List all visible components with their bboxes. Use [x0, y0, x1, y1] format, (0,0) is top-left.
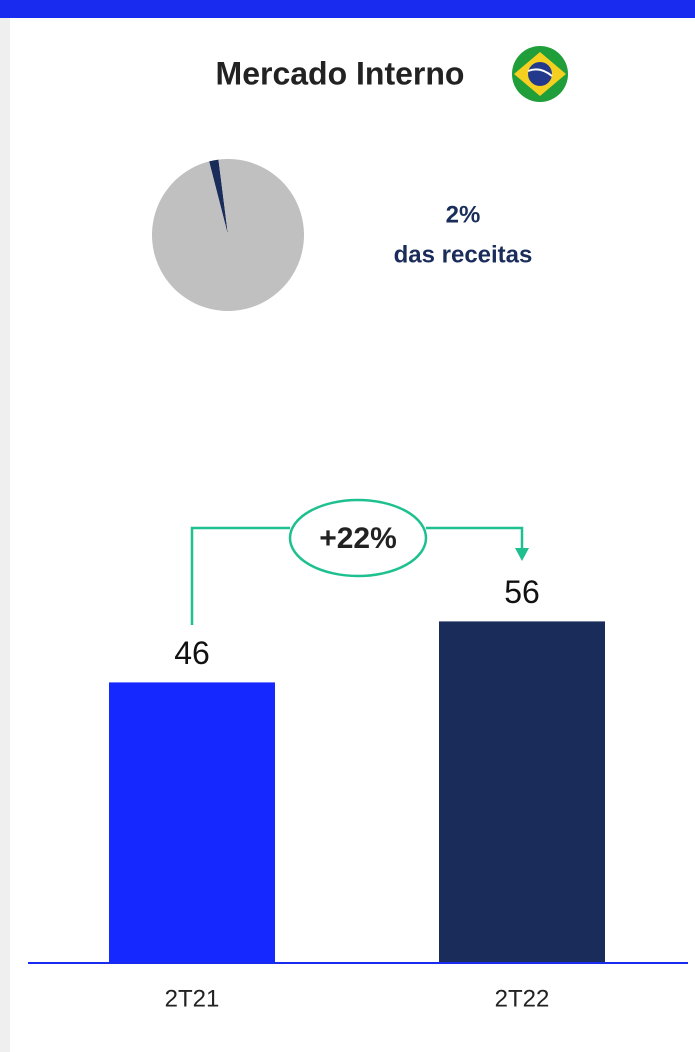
bar	[109, 682, 275, 963]
bar-value-label: 56	[504, 574, 540, 610]
pie-slice	[151, 159, 304, 311]
top-bar	[0, 0, 695, 18]
title: Mercado Interno	[216, 55, 465, 91]
bar	[439, 621, 605, 963]
growth-label: +22%	[319, 522, 397, 555]
pie-value-label: 2%	[446, 201, 481, 228]
pie-annotation: das receitas	[394, 241, 533, 268]
x-tick-label: 2T22	[495, 985, 550, 1012]
bar-value-label: 46	[174, 635, 210, 671]
x-tick-label: 2T21	[165, 985, 220, 1012]
pie-slice	[209, 159, 228, 235]
brazil-flag	[512, 46, 568, 102]
growth-annotation	[190, 498, 529, 625]
left-strip	[0, 0, 10, 1052]
